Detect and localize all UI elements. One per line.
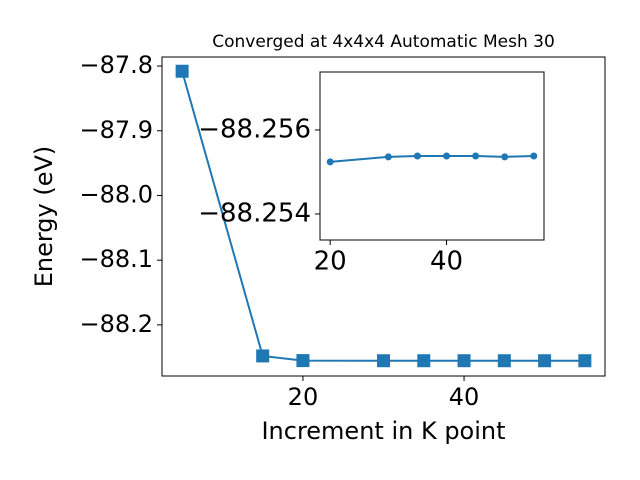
x-tick-label: 20: [288, 383, 319, 411]
marker: [296, 354, 310, 368]
y-tick-label: −88.254: [198, 198, 311, 228]
marker: [175, 64, 189, 78]
marker: [326, 158, 334, 166]
axes-frame: [319, 71, 545, 241]
x-tick-label: 40: [430, 247, 463, 277]
marker: [377, 354, 390, 368]
marker: [472, 152, 480, 160]
marker: [413, 152, 421, 160]
y-tick-label: −87.9: [79, 116, 153, 144]
marker: [443, 152, 451, 160]
chart-title: Converged at 4x4x4 Automatic Mesh 30: [212, 32, 555, 52]
y-tick-label: −88.1: [79, 245, 153, 273]
marker: [497, 354, 511, 368]
y-tick-label: −88.256: [198, 114, 311, 144]
marker: [384, 153, 392, 161]
x-axis-label: Increment in K point: [261, 417, 505, 445]
marker: [501, 153, 509, 161]
axes-frame: [161, 56, 606, 377]
x-tick-label: 40: [449, 383, 480, 411]
y-tick-label: −87.8: [79, 51, 153, 79]
marker: [538, 354, 552, 368]
x-tick-label: 20: [314, 247, 347, 277]
y-tick-label: −88.0: [79, 180, 153, 208]
marker: [457, 354, 471, 368]
y-tick-label: −88.2: [79, 310, 153, 338]
marker: [530, 152, 538, 160]
marker: [256, 349, 270, 363]
marker: [417, 354, 431, 368]
marker: [578, 354, 592, 368]
y-axis-label: Energy (eV): [30, 146, 58, 288]
